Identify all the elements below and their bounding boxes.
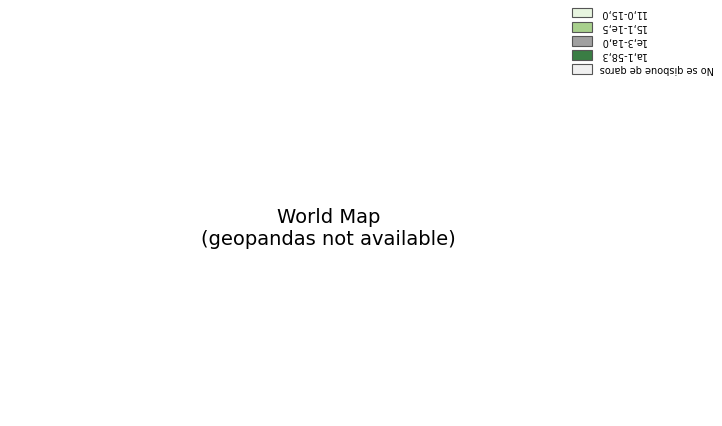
Legend: 11,0-15,0, 15,1-1e,5, 1e,3-1a,0, 1a,1-58,3, No se qisboue qe qaros: 11,0-15,0, 15,1-1e,5, 1e,3-1a,0, 1a,1-58… bbox=[567, 3, 718, 79]
Text: World Map
(geopandas not available): World Map (geopandas not available) bbox=[201, 208, 456, 249]
